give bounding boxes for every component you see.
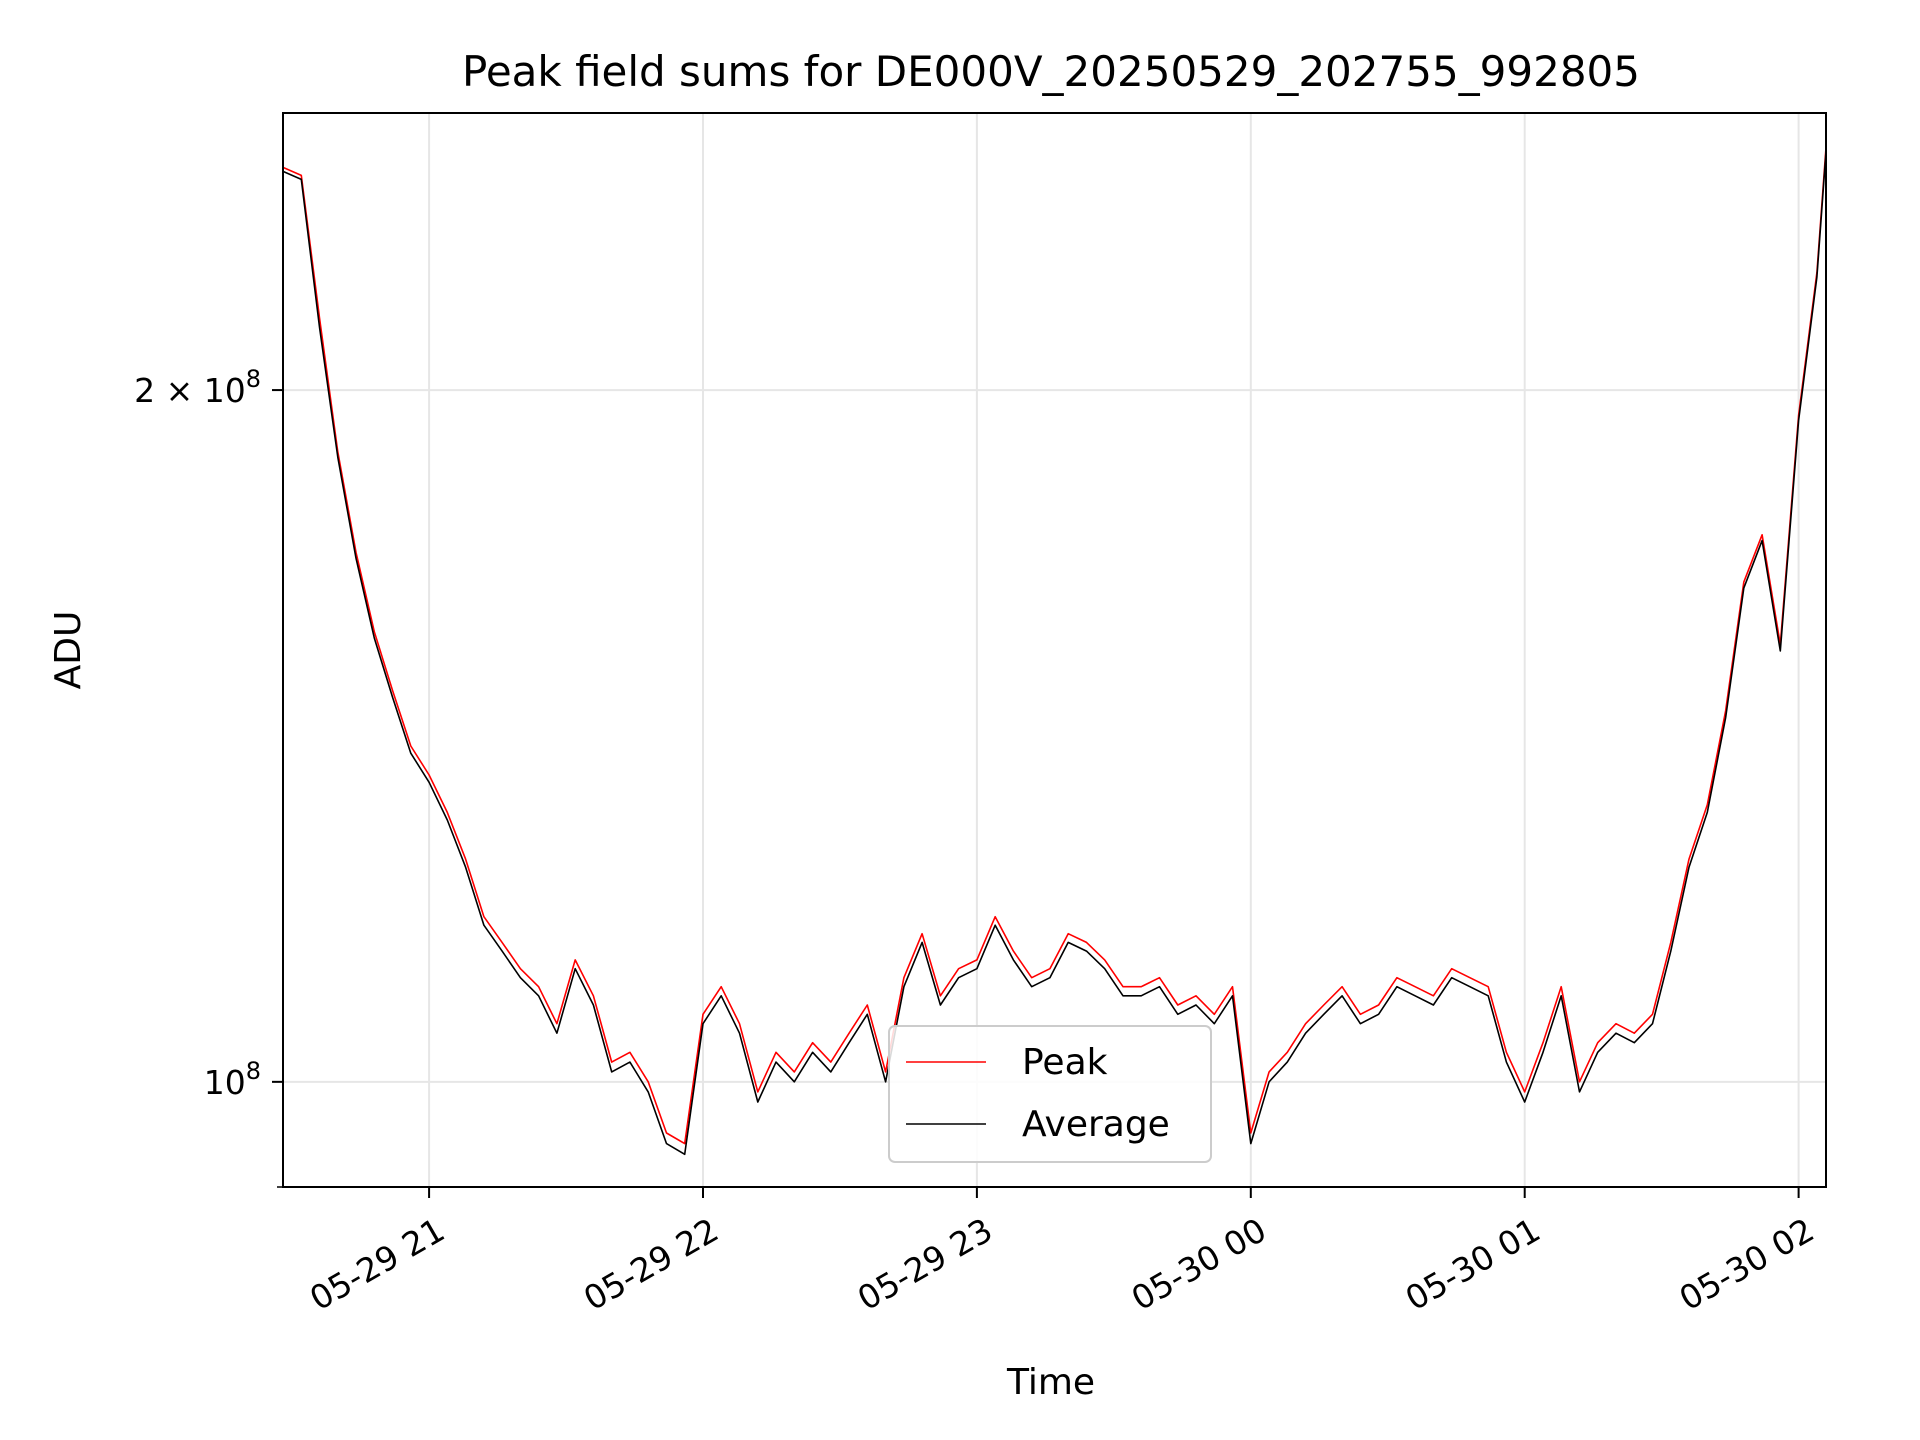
series-line-peak xyxy=(283,147,1826,1145)
y-tick-label-base: 10 xyxy=(204,1063,246,1102)
y-tick-label-exponent: 8 xyxy=(246,1057,261,1085)
legend-label-peak: Peak xyxy=(1022,1042,1108,1083)
legend-box xyxy=(888,1025,1212,1163)
series-line-average xyxy=(283,151,1826,1156)
y-axis-label: ADU xyxy=(48,611,89,690)
y-tick-label: 2 × 108 xyxy=(134,365,261,410)
plot-frame xyxy=(282,112,1827,1188)
y-tick-label-base: 2 × 10 xyxy=(134,371,246,410)
x-axis-label: Time xyxy=(1006,1362,1095,1403)
y-tick-label: 108 xyxy=(204,1057,261,1102)
chart-title: Peak field sums for DE000V_20250529_2027… xyxy=(462,47,1640,96)
legend-label-average: Average xyxy=(1022,1104,1170,1145)
series-layer xyxy=(283,147,1826,1156)
y-tick-label-exponent: 8 xyxy=(246,365,261,393)
legend: Peak Average xyxy=(888,1025,1212,1163)
